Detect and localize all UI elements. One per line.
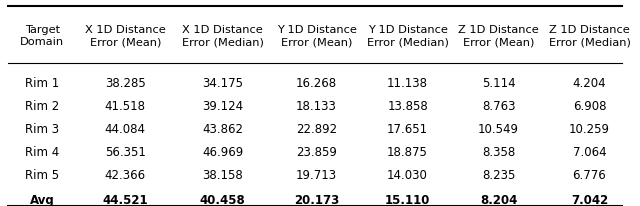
- Text: 38.285: 38.285: [105, 76, 146, 89]
- Text: Z 1D Distance
Error (Mean): Z 1D Distance Error (Mean): [458, 25, 539, 47]
- Text: Rim 3: Rim 3: [25, 122, 60, 135]
- Text: 44.084: 44.084: [105, 122, 146, 135]
- Text: X 1D Distance
Error (Median): X 1D Distance Error (Median): [182, 25, 264, 47]
- Text: 56.351: 56.351: [105, 145, 146, 158]
- Text: 43.862: 43.862: [202, 122, 243, 135]
- Text: 17.651: 17.651: [387, 122, 428, 135]
- Text: 8.204: 8.204: [480, 193, 517, 206]
- Text: Rim 4: Rim 4: [25, 145, 60, 158]
- Text: 20.173: 20.173: [294, 193, 339, 206]
- Text: 46.969: 46.969: [202, 145, 243, 158]
- Text: 18.133: 18.133: [296, 99, 337, 112]
- Text: 42.366: 42.366: [105, 168, 146, 181]
- Text: 8.235: 8.235: [482, 168, 515, 181]
- Text: 16.268: 16.268: [296, 76, 337, 89]
- Text: 6.908: 6.908: [573, 99, 606, 112]
- Text: 19.713: 19.713: [296, 168, 337, 181]
- Text: 23.859: 23.859: [296, 145, 337, 158]
- Text: 10.259: 10.259: [569, 122, 610, 135]
- Text: 34.175: 34.175: [202, 76, 243, 89]
- Text: 8.763: 8.763: [482, 99, 515, 112]
- Text: 14.030: 14.030: [387, 168, 428, 181]
- Text: 7.042: 7.042: [571, 193, 608, 206]
- Text: 8.358: 8.358: [482, 145, 515, 158]
- Text: X 1D Distance
Error (Mean): X 1D Distance Error (Mean): [85, 25, 166, 47]
- Text: 6.776: 6.776: [573, 168, 606, 181]
- Text: 41.518: 41.518: [105, 99, 146, 112]
- Text: 7.064: 7.064: [573, 145, 606, 158]
- Text: 44.521: 44.521: [102, 193, 148, 206]
- Text: Target
Domain: Target Domain: [20, 25, 64, 47]
- Text: Rim 2: Rim 2: [25, 99, 60, 112]
- Text: 10.549: 10.549: [478, 122, 519, 135]
- Text: 18.875: 18.875: [387, 145, 428, 158]
- Text: Y 1D Distance
Error (Mean): Y 1D Distance Error (Mean): [276, 25, 356, 47]
- Text: Rim 5: Rim 5: [25, 168, 60, 181]
- Text: 39.124: 39.124: [202, 99, 243, 112]
- Text: Rim 1: Rim 1: [25, 76, 60, 89]
- Text: 4.204: 4.204: [573, 76, 606, 89]
- Text: 38.158: 38.158: [202, 168, 243, 181]
- Text: 13.858: 13.858: [387, 99, 428, 112]
- Text: 40.458: 40.458: [200, 193, 245, 206]
- Text: 15.110: 15.110: [385, 193, 430, 206]
- Text: Z 1D Distance
Error (Median): Z 1D Distance Error (Median): [548, 25, 630, 47]
- Text: 5.114: 5.114: [482, 76, 515, 89]
- Text: Y 1D Distance
Error (Median): Y 1D Distance Error (Median): [367, 25, 449, 47]
- Text: Avg: Avg: [30, 193, 54, 206]
- Text: 22.892: 22.892: [296, 122, 337, 135]
- Text: 11.138: 11.138: [387, 76, 428, 89]
